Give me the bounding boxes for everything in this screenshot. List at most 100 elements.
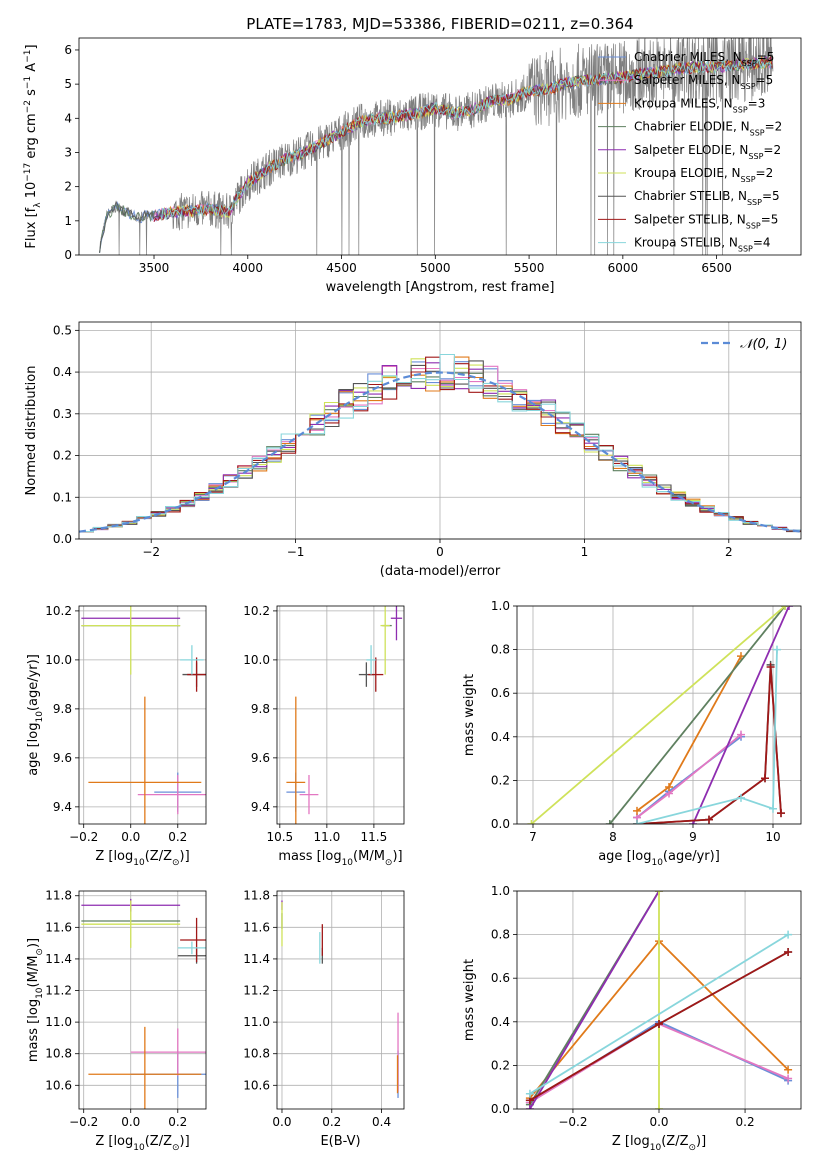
weight-series-group	[633, 652, 745, 815]
y-tick-label: 1.0	[491, 884, 510, 898]
legend-label-tail: =5	[757, 50, 775, 64]
legend-label-text: Kroupa STELIB, N	[634, 236, 738, 250]
axes-frame	[78, 321, 802, 540]
y-tick-label: 10.8	[45, 1047, 72, 1061]
weight-series-line	[636, 733, 742, 819]
x-tick-label: 0	[436, 545, 444, 559]
axis-label-part: )]	[26, 938, 41, 948]
axis-label-part: A	[24, 63, 39, 76]
errorbar-point	[187, 657, 206, 692]
axis-label-part: (age/yr)]	[26, 654, 41, 711]
axis-label-part: −17	[23, 163, 33, 182]
axis-label-part: ⊙	[385, 858, 393, 868]
axis-label-part: Flux [f	[24, 207, 39, 248]
x-tick-label: −0.2	[69, 1115, 98, 1129]
x-tick-label: 1	[581, 545, 589, 559]
weight-series-line	[636, 649, 778, 824]
axis-label-part: ⊙	[172, 1143, 180, 1153]
errorbar-point	[81, 900, 181, 948]
axis-label-part: (age/yr)]	[663, 849, 720, 864]
weight-point-marker	[665, 782, 673, 791]
legend-label-text: Salpeter STELIB, N	[634, 212, 746, 226]
axis-label-part: )]	[696, 1134, 706, 1149]
x-tick-label: −0.2	[558, 1115, 587, 1129]
x-axis-label: Z [log10(Z/Z⊙)]	[95, 1134, 189, 1153]
y-tick-label: 0.4	[491, 730, 510, 744]
axis-label-part: )]	[180, 1134, 190, 1149]
legend-label-text: Chabrier ELODIE, N	[634, 120, 750, 134]
y-tick-label: 0.2	[53, 449, 72, 463]
x-tick-label: 10.5	[266, 830, 293, 844]
legend-label-tail: =5	[762, 189, 780, 203]
axis-label-part: mass weight	[462, 674, 477, 756]
axis-label-part: )]	[180, 849, 190, 864]
y-tick-label: 11.2	[243, 984, 270, 998]
axis-label-part: (M/M	[26, 956, 41, 988]
y-tick-label: 0.0	[491, 817, 510, 831]
y-tick-label: 9.4	[53, 800, 72, 814]
mass-vs-ebv-panel: 0.0 0.2 0.4 10.6 10.8 11.0 11.2 11.4 11.6 11.8 E(B…	[243, 889, 405, 1149]
axis-label-part: Z [	[95, 1134, 113, 1149]
legend-label-tail: =2	[756, 166, 774, 180]
x-tick-label: 11.0	[313, 830, 340, 844]
y-tick-label: 9.4	[251, 800, 270, 814]
axis-label-part: −1	[23, 76, 33, 89]
axis-label-part: Normed distribution	[24, 366, 39, 496]
legend-entry-label: Chabrier STELIB, NSSP=5	[634, 189, 780, 207]
x-axis-label: wavelength [Angstrom, rest frame]	[326, 280, 555, 295]
age-vs-mass-panel: 10.5 11.0 11.5 9.4 9.6 9.8 10.0 10.2 mass [log10…	[243, 604, 405, 868]
legend-entry-label: 𝒩(0, 1)	[740, 337, 787, 352]
axis-label-subscript: 10	[650, 1143, 662, 1153]
errorbar-points	[286, 606, 403, 824]
normal-distribution-curve	[79, 371, 801, 533]
axis-label-part: log	[26, 999, 41, 1019]
x-axis-label: mass [log10(M/M⊙)]	[278, 849, 402, 868]
weight-series-group	[525, 930, 793, 1098]
x-tick-label: 0.2	[168, 830, 187, 844]
axis-label-part: Z [	[95, 849, 113, 864]
residual-histogram-panel: −2 −1 0 1 2 0.0 0.1 0.2 0.3 0.4 0.5 (data-model)/er…	[24, 321, 802, 579]
x-tick-label: 8	[609, 830, 617, 844]
model-fit-line	[161, 56, 773, 221]
y-tick-label: 11.6	[45, 920, 72, 934]
axis-label-part: log	[26, 723, 41, 743]
model-fit-line	[99, 55, 773, 253]
legend-label-subscript: SSP	[741, 82, 756, 91]
weight-point-marker	[525, 1089, 534, 1098]
weight-point-marker	[781, 606, 789, 610]
y-tick-label: 0.4	[491, 1015, 510, 1029]
legend-label-text: Salpeter MILES, N	[634, 73, 741, 87]
figure-title: PLATE=1783, MJD=53386, FIBERID=0211, z=0…	[246, 15, 633, 33]
weight-point-marker	[737, 793, 745, 802]
legend-label-tail: =4	[753, 236, 771, 250]
axis-label-part: (data-model)/error	[380, 564, 501, 579]
legend-entry-label: Kroupa ELODIE, NSSP=2	[634, 166, 773, 184]
y-tick-label: 2	[64, 180, 72, 194]
errorbar-point	[137, 775, 206, 815]
weight-series-group	[527, 606, 789, 824]
x-tick-label: −1	[287, 545, 305, 559]
errorbar-points	[81, 898, 206, 1109]
weight-point-marker	[655, 891, 663, 895]
legend-label-subscript: SSP	[742, 59, 757, 68]
x-tick-label: 5000	[420, 261, 451, 275]
legend-label-subscript: SSP	[748, 151, 763, 160]
y-tick-label: 0.8	[491, 643, 510, 657]
legend-label-subscript: SSP	[741, 175, 756, 184]
axis-label-part: ⊙	[688, 1143, 696, 1153]
legend-entry-label: Salpeter MILES, NSSP=5	[634, 73, 773, 91]
weight-series	[527, 606, 793, 824]
x-axis-label: (data-model)/error	[380, 564, 501, 579]
y-axis-label: mass weight	[462, 959, 477, 1041]
axis-label-part: mass weight	[462, 959, 477, 1041]
weight-point-marker	[784, 948, 793, 957]
x-tick-label: 2	[725, 545, 733, 559]
weight-point-marker	[769, 804, 777, 813]
legend-label-subscript: SSP	[747, 198, 762, 207]
errorbar-points	[81, 606, 206, 824]
axis-label-subscript: 10	[35, 711, 45, 723]
y-tick-label: 10.0	[243, 653, 270, 667]
errorbar-point	[88, 1026, 202, 1109]
errorbar-point	[299, 775, 319, 815]
